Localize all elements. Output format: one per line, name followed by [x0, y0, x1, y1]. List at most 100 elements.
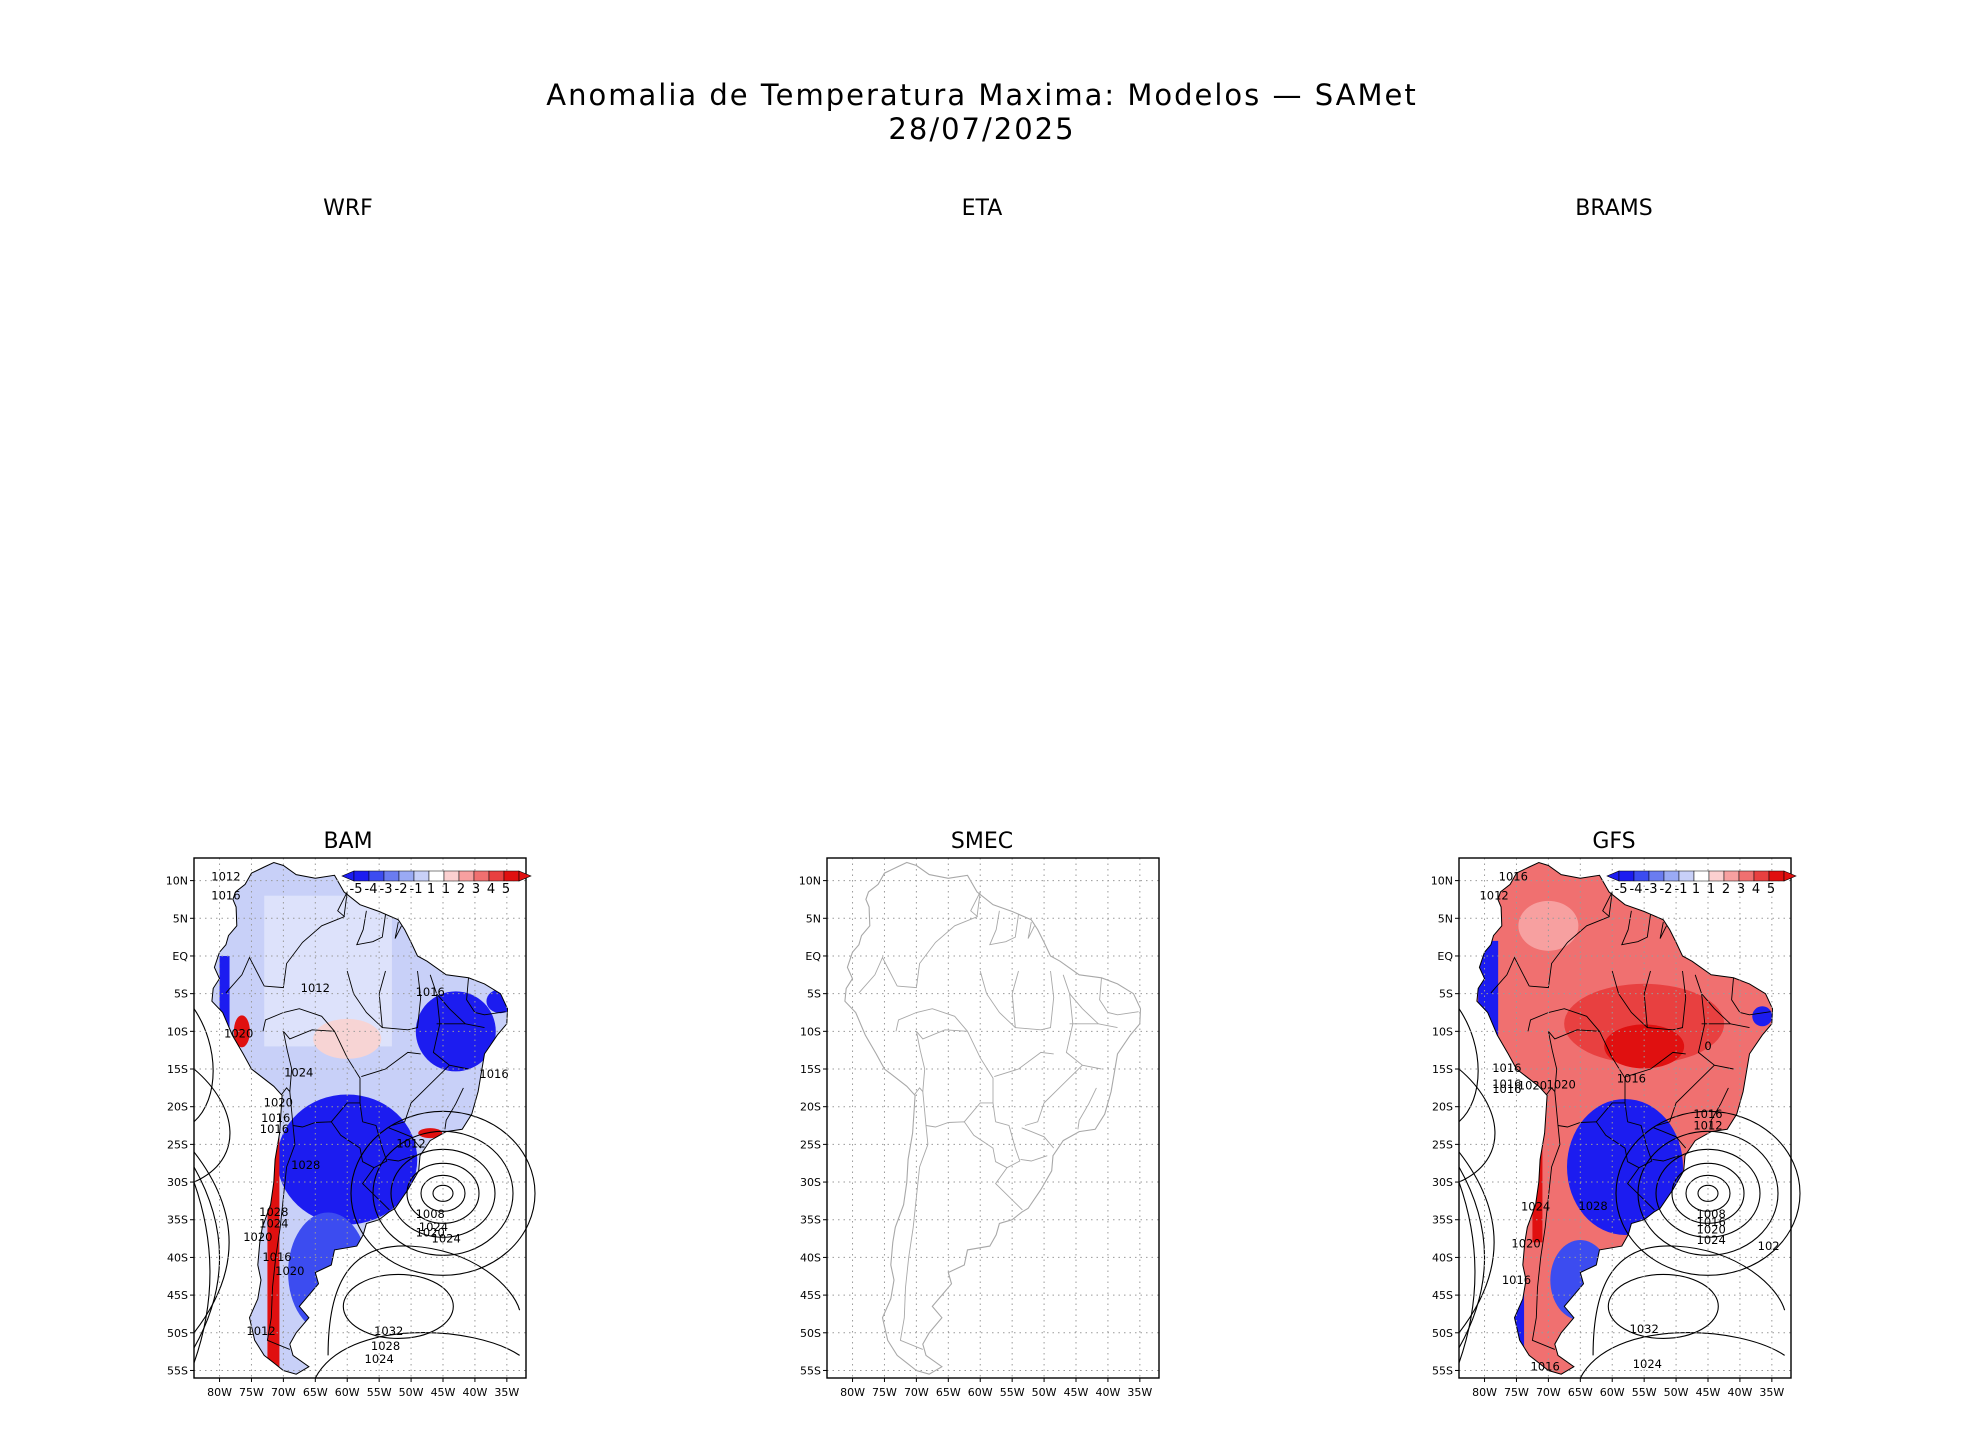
- gfs-border: [1595, 1102, 1625, 1123]
- gfs-colorbar-label: 3: [1737, 882, 1745, 897]
- gfs-colorbar-label: 1: [1692, 882, 1700, 897]
- bam-isobar-label: 1016: [261, 1111, 290, 1125]
- gfs-border: [1701, 993, 1731, 1025]
- bam-isobar-label: 1008: [416, 1207, 445, 1221]
- gfs-isobars: [1458, 1008, 1801, 1379]
- gfs-isobar-arc: [1458, 1008, 1479, 1123]
- bam-colorbar-swatch: [353, 870, 370, 882]
- gfs-lon-label: 75W: [1504, 1386, 1529, 1399]
- gfs-border: [1557, 1121, 1640, 1169]
- panel-title-bam: BAM: [323, 829, 373, 854]
- bam-isobar-low: [406, 1162, 480, 1224]
- bam-anomaly-patch: [233, 1015, 250, 1048]
- bam-border: [444, 1087, 464, 1130]
- bam-lat-label: 25S: [167, 1138, 188, 1151]
- bam-colorbar-swatch: [488, 870, 505, 882]
- bam-isobar-low: [432, 1184, 454, 1202]
- bam-coastline: [211, 861, 509, 1375]
- figure-title: Anomalia de Temperatura Maxima: Modelos …: [546, 78, 1418, 112]
- gfs-colorbar-swatch: [1753, 870, 1770, 882]
- bam-isobar-label: 1012: [396, 1136, 425, 1150]
- gfs-isobar-low: [1697, 1184, 1719, 1202]
- smec-border: [895, 1008, 968, 1032]
- bam-border: [362, 1121, 390, 1211]
- bam-anomaly-map: 10N 5N EQ 5S 10S 15S 20S 25S 30S 35S 40S 45S 50S 55S 8…: [166, 857, 536, 1399]
- panel-title-wrf: WRF: [323, 196, 373, 221]
- gfs-border: [1490, 956, 1530, 994]
- gfs-isobar-label: 1012: [1693, 1118, 1722, 1132]
- gfs-colorbar-swatch: [1708, 870, 1725, 882]
- bam-border: [292, 1121, 375, 1169]
- smec-lat-label: 5N: [806, 912, 821, 925]
- bam-lat-label: 45S: [167, 1289, 188, 1302]
- gfs-frame: [1458, 857, 1792, 1379]
- gfs-lat-label: 30S: [1432, 1176, 1453, 1189]
- gfs-isobar-label: 1016: [1492, 1077, 1521, 1091]
- gfs-colorbar-swatch: [1693, 870, 1710, 882]
- gfs-isobar-label: 1016: [1492, 1082, 1521, 1096]
- bam-isobar-label: 1020: [224, 1026, 253, 1040]
- smec-border: [1069, 993, 1099, 1025]
- bam-border: [266, 1087, 296, 1350]
- gfs-lon-label: 55W: [1632, 1386, 1657, 1399]
- bam-isobar-label: 1020: [264, 1096, 293, 1110]
- smec-grid: [827, 858, 1159, 1378]
- bam-isobar-label: 1016: [262, 1250, 291, 1264]
- bam-colorbar-swatch: [398, 870, 415, 882]
- panel-title-smec: SMEC: [950, 829, 1014, 854]
- gfs-border: [1531, 1087, 1561, 1350]
- bam-lon-label: 45W: [431, 1386, 456, 1399]
- bam-border: [346, 970, 383, 1028]
- bam-border: [361, 1051, 421, 1078]
- bam-colorbar-label: 4: [487, 882, 495, 897]
- bam-lat-label: 35S: [167, 1214, 188, 1227]
- gfs-border: [1611, 970, 1648, 1028]
- panel-title-eta: ETA: [961, 196, 1003, 221]
- gfs-border: [1621, 910, 1651, 946]
- gfs-lon-label: 35W: [1759, 1386, 1784, 1399]
- gfs-lon-label: 50W: [1664, 1386, 1689, 1399]
- gfs-anomaly-patch: [1752, 1006, 1773, 1027]
- gfs-anomaly-map: 10N 5N EQ 5S 10S 15S 20S 25S 30S 35S 40S 45S 50S 55S 8…: [1431, 857, 1801, 1399]
- bam-isobar-label: 1016: [479, 1067, 508, 1081]
- bam-isobar-label: 1024: [432, 1231, 461, 1245]
- gfs-border: [1548, 1029, 1629, 1122]
- bam-isobar-arc: [327, 1245, 521, 1356]
- bam-anomaly-patch: [486, 989, 508, 1014]
- bam-lon-label: 70W: [271, 1386, 296, 1399]
- gfs-border: [1602, 891, 1613, 918]
- bam-isobar-arc: [193, 1181, 211, 1364]
- bam-isobar-label: 1012: [211, 870, 240, 884]
- bam-isobar-label: 1012: [246, 1324, 275, 1338]
- bam-colorbar-label: 5: [502, 882, 510, 897]
- smec-lat-label: 5S: [807, 988, 821, 1001]
- gfs-colorbar-arrow-right: [1783, 870, 1797, 882]
- gfs-colorbar-label: 5: [1767, 882, 1775, 897]
- smec-border: [897, 891, 981, 989]
- smec-lon-label: 65W: [936, 1386, 961, 1399]
- gfs-isobar-low: [1655, 1148, 1761, 1238]
- gfs-isobar-label: 1016: [1499, 870, 1528, 884]
- bam-lat-label: 30S: [167, 1176, 188, 1189]
- bam-isobar-label: 1024: [419, 1220, 448, 1234]
- smec-lon-label: 60W: [968, 1386, 993, 1399]
- smec-border: [1099, 977, 1139, 1016]
- bam-border: [391, 1064, 450, 1126]
- bam-isobar-arc: [193, 1008, 214, 1123]
- gfs-lat-label: 15S: [1432, 1063, 1453, 1076]
- bam-isobar-label: 1024: [284, 1066, 313, 1080]
- gfs-lon-label: 40W: [1727, 1386, 1752, 1399]
- smec-border: [916, 1029, 997, 1122]
- smec-border: [989, 910, 1019, 946]
- bam-anomaly-patch: [277, 1094, 418, 1225]
- gfs-colorbar-label: -4: [1630, 882, 1643, 897]
- bam-colorbar-label: -1: [410, 882, 423, 897]
- smec-lon-label: 35W: [1127, 1386, 1152, 1399]
- smec-border: [963, 1102, 993, 1123]
- gfs-colorbar-swatch: [1663, 870, 1680, 882]
- gfs-isobar-label: 1020: [1511, 1237, 1540, 1251]
- bam-lon-label: 60W: [335, 1386, 360, 1399]
- bam-border: [282, 1031, 293, 1092]
- bam-lat-label: 55S: [167, 1364, 188, 1377]
- panel-title-brams: BRAMS: [1575, 196, 1653, 221]
